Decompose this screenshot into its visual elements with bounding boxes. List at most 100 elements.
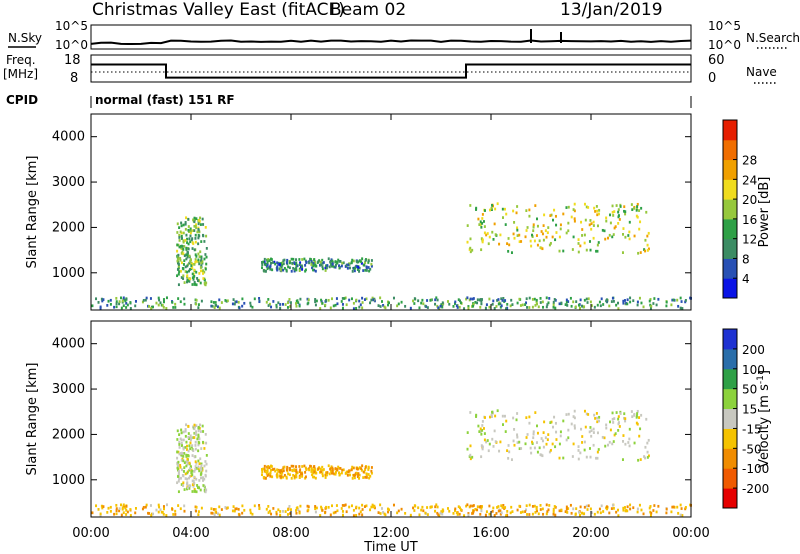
velocity-cbar-swatch-7	[723, 348, 737, 370]
power-echo-3-52	[499, 302, 502, 306]
velocity-echo-1-126	[321, 474, 324, 478]
power-echo-3-57	[629, 300, 632, 304]
power-echo-3-50	[279, 306, 282, 310]
power-echo-3-155	[446, 300, 449, 303]
power-echo-1-165	[370, 262, 373, 266]
velocity-echo-3-236	[129, 508, 132, 511]
power-echo-2-107	[627, 234, 630, 237]
velocity-echo-3-417	[298, 511, 301, 515]
power-echo-3-257	[348, 298, 351, 302]
velocity-echo-2-91	[628, 444, 631, 448]
velocity-echo-2-139	[532, 432, 535, 436]
velocity-echo-1-130	[362, 476, 365, 479]
velocity-echo-2-140	[488, 442, 491, 446]
velocity-echo-2-177	[644, 456, 647, 460]
velocity-echo-0-130	[193, 423, 196, 427]
power-echo-3-17	[332, 304, 335, 308]
power-echo-2-138	[615, 204, 618, 207]
power-echo-2-118	[647, 231, 650, 235]
power-echo-3-291	[560, 301, 563, 305]
velocity-echo-1-98	[325, 471, 328, 475]
power-echo-2-67	[605, 216, 608, 220]
velocity-echo-0-110	[198, 479, 201, 482]
power-echo-3-163	[341, 297, 344, 300]
velocity-echo-2-134	[512, 416, 515, 420]
power-echo-3-400	[524, 303, 527, 306]
power-echo-3-320	[466, 296, 469, 300]
velocity-echo-1-213	[319, 470, 322, 474]
velocity-echo-2-133	[611, 442, 614, 446]
velocity-cbar-tick-label-1: -100	[742, 462, 769, 476]
velocity-echo-3-9	[610, 507, 613, 510]
power-echo-0-161	[176, 231, 179, 234]
velocity-echo-0-41	[176, 456, 179, 460]
velocity-echo-3-12	[495, 512, 498, 515]
velocity-cbar-tick-label-2: -50	[742, 442, 762, 456]
velocity-echo-0-15	[199, 488, 202, 492]
velocity-echo-0-216	[189, 467, 192, 470]
velocity-echo-2-69	[570, 422, 573, 426]
power-echo-2-142	[492, 238, 495, 241]
velocity-echo-3-344	[113, 512, 116, 516]
power-echo-3-183	[535, 300, 538, 304]
power-echo-3-344	[113, 305, 116, 309]
velocity-echo-3-304	[243, 508, 246, 512]
power-echo-1-53	[321, 265, 324, 268]
velocity-echo-0-186	[200, 468, 203, 472]
power-echo-0-141	[193, 220, 196, 224]
power-echo-2-212	[501, 207, 504, 211]
power-echo-3-255	[232, 298, 235, 301]
power-echo-3-337	[626, 302, 629, 306]
power-echo-0-163	[200, 264, 203, 268]
power-echo-3-79	[521, 303, 524, 307]
velocity-echo-1-136	[364, 466, 367, 469]
velocity-echo-2-218	[605, 426, 608, 430]
velocity-echo-3-203	[434, 505, 437, 509]
velocity-echo-3-180	[363, 505, 366, 508]
velocity-echo-3-386	[321, 509, 324, 512]
velocity-echo-3-52	[499, 509, 502, 513]
velocity-echo-1-212	[331, 469, 334, 473]
power-echo-2-38	[482, 220, 485, 223]
power-echo-0-157	[182, 274, 185, 278]
time-tick-label-1: 04:00	[172, 526, 209, 541]
velocity-echo-3-282	[504, 506, 507, 509]
power-echo-3-42	[225, 299, 228, 303]
velocity-echo-3-337	[626, 509, 629, 513]
power-echo-3-389	[218, 306, 221, 310]
power-echo-3-407	[134, 300, 137, 303]
power-echo-3-386	[321, 302, 324, 305]
power-echo-0-26	[180, 276, 183, 279]
velocity-echo-3-39	[488, 512, 491, 516]
power-echo-3-256	[564, 303, 567, 307]
velocity-echo-1-220	[279, 475, 282, 478]
power-echo-3-289	[417, 299, 420, 303]
power-echo-2-202	[619, 205, 622, 208]
freq-right-tick-top: 60	[708, 53, 725, 68]
power-echo-2-156	[479, 220, 482, 224]
velocity-echo-3-382	[653, 504, 656, 507]
velocity-echo-3-264	[171, 508, 174, 511]
nsky-label: N.Sky	[8, 31, 42, 45]
velocity-echo-2-220	[579, 451, 582, 455]
power-echo-3-199	[684, 299, 687, 302]
velocity-echo-3-303	[672, 505, 675, 509]
velocity-echo-3-145	[99, 513, 102, 517]
velocity-echo-0-108	[180, 468, 183, 472]
power-echo-1-182	[351, 269, 354, 273]
velocity-echo-3-168	[598, 507, 601, 511]
power-echo-1-51	[286, 258, 289, 262]
velocity-echo-2-25	[508, 450, 511, 454]
power-echo-3-228	[671, 298, 674, 302]
power-echo-2-139	[532, 225, 535, 229]
power-echo-3-182	[536, 302, 539, 306]
power-echo-2-200	[565, 206, 568, 209]
velocity-echo-1-174	[304, 470, 307, 474]
velocity-echo-3-395	[424, 511, 427, 515]
power-echo-2-90	[589, 219, 592, 222]
velocity-echo-0-211	[186, 481, 189, 485]
velocity-echo-0-228	[201, 476, 204, 480]
velocity-echo-3-415	[518, 504, 521, 508]
power-echo-3-247	[97, 301, 100, 304]
